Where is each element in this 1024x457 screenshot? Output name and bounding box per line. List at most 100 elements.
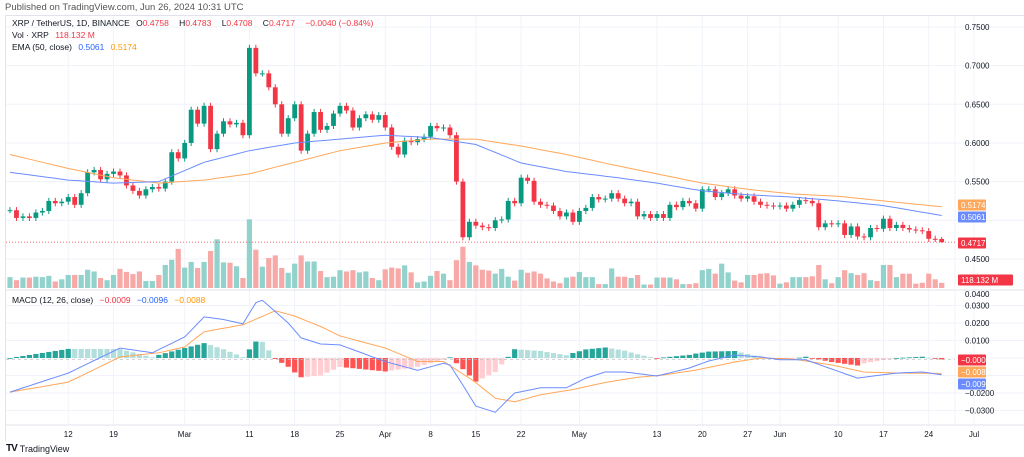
volume-bar [570, 276, 576, 288]
volume-bar [686, 284, 692, 288]
ema-legend[interactable]: EMA (50, close) 0.5061 0.5174 [12, 42, 141, 52]
candle-body [7, 210, 13, 212]
volume-bar [777, 283, 783, 288]
candle-body [544, 204, 550, 206]
candle-body [602, 198, 608, 200]
macd-histogram-bar [123, 350, 130, 358]
volume-bar [654, 277, 660, 288]
candle-body [816, 203, 822, 228]
candle-body [91, 170, 97, 173]
candle-body [829, 223, 835, 225]
volume-bar [214, 239, 220, 288]
candle-body [939, 238, 945, 243]
volume-bar [240, 278, 246, 288]
price-tag-bg [958, 237, 986, 249]
volume-bar [829, 283, 835, 288]
price-tag: 0.5061 [961, 213, 986, 222]
macd-histogram-bar [402, 358, 408, 369]
candle-body [564, 212, 569, 217]
macd-histogram-bar [900, 357, 906, 359]
published-caption: Published on TradingView.com, Jun 26, 20… [5, 2, 244, 13]
candle-body [65, 197, 71, 202]
candle-body [447, 127, 453, 136]
volume-bar [356, 272, 362, 288]
volume-bar [91, 271, 97, 288]
macd-line [9, 299, 942, 413]
macd-histogram-bar [634, 354, 641, 358]
volume-bar [479, 269, 485, 288]
macd-histogram-bar [583, 349, 589, 358]
volume-bar [460, 246, 466, 288]
volume-bar [764, 273, 770, 288]
macd-histogram-bar [725, 351, 731, 358]
price-axis-label: 0.6500 [965, 100, 990, 109]
macd-histogram-bar [518, 349, 524, 358]
candle-body [124, 175, 129, 186]
candle-body [732, 189, 738, 196]
candle-body [492, 220, 498, 228]
macd-histogram-bar [602, 347, 608, 358]
volume-bar [770, 275, 777, 288]
candle-body [182, 142, 188, 159]
candle-body [628, 201, 634, 204]
volume-bar [13, 280, 20, 288]
macd-histogram-bar [188, 346, 194, 358]
macd-histogram-bar [576, 351, 582, 358]
volume-bar [78, 274, 84, 288]
macd-histogram-bar [622, 350, 628, 358]
volume-legend[interactable]: Vol · XRP 118.132 M [12, 30, 99, 40]
macd-histogram-bar [926, 357, 932, 359]
time-axis-label: 20 [698, 430, 707, 439]
candle-body [686, 200, 692, 204]
close-number: 0.4717 [268, 18, 295, 28]
candle-body [14, 210, 19, 218]
time-axis-label: 17 [879, 430, 888, 439]
time-axis-label: 25 [336, 430, 345, 439]
symbol-legend[interactable]: XRP / TetherUS, 1D, BINANCE O0.4758 H0.4… [12, 18, 377, 28]
volume-bar [227, 262, 233, 288]
candle-body [208, 105, 213, 150]
volume-bar [783, 282, 789, 288]
candle-body [221, 121, 226, 134]
volume-bar [395, 268, 401, 288]
volume-bar [874, 281, 880, 288]
macd-histogram-bar [305, 358, 311, 377]
volume-bar [550, 281, 557, 288]
volume-label: Vol · XRP [12, 30, 49, 40]
volume-bar [85, 269, 91, 288]
volume-bar [518, 269, 524, 288]
candle-body [538, 201, 543, 205]
candle-body [272, 87, 278, 105]
volume-bar [576, 271, 582, 288]
candle-body [486, 227, 492, 229]
macd-histogram-bar [803, 356, 809, 358]
candle-body [848, 226, 854, 235]
macd-histogram-bar [311, 358, 317, 377]
macd-histogram-bar [609, 348, 615, 358]
time-axis-label: 19 [109, 430, 118, 439]
macd-histogram-bar [117, 349, 123, 358]
volume-bar [149, 281, 155, 288]
candle-body [615, 193, 621, 199]
macd-histogram-bar [719, 351, 725, 358]
macd-histogram-bar [829, 358, 835, 363]
tradingview-logo[interactable]: TV TradingView [6, 443, 69, 454]
volume-bar [719, 263, 725, 288]
candle-body [356, 118, 362, 128]
macd-histogram-bar [220, 349, 227, 358]
candle-body [331, 113, 336, 126]
candle-body [868, 227, 873, 238]
macd-histogram-bar [505, 356, 511, 358]
macd-histogram-bar [78, 348, 84, 358]
volume-bar [350, 270, 356, 288]
open-value: O0.4758 [136, 18, 173, 28]
candle-body [214, 133, 220, 150]
macd-histogram-bar [408, 358, 414, 368]
macd-histogram-bar [628, 352, 634, 358]
candle-body [72, 197, 78, 205]
macd-legend[interactable]: MACD (12, 26, close) −0.0009 −0.0096 −0.… [12, 295, 209, 305]
price-tag-bg [958, 199, 986, 211]
volume-bar [609, 268, 615, 288]
macd-histogram-bar [842, 358, 848, 364]
